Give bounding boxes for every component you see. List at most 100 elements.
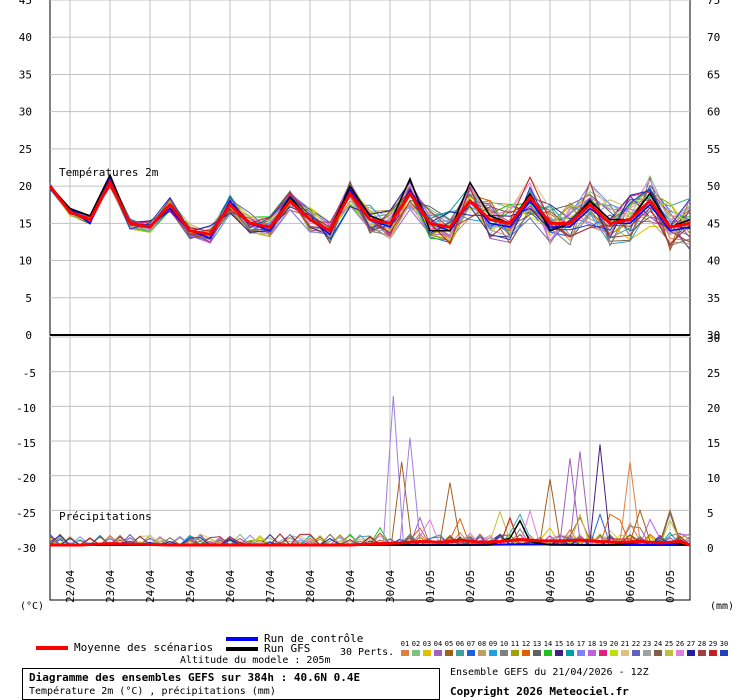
main-series <box>48 173 691 547</box>
precip-right-tick: 30 <box>707 332 720 345</box>
precip-left-tick: -20 <box>16 472 36 485</box>
pert-number: 21 <box>620 640 630 648</box>
pert-legend-29: 29 <box>708 640 718 660</box>
pert-swatch <box>709 650 717 656</box>
temp-left-tick: 0 <box>25 329 32 342</box>
pert-legend-16: 16 <box>565 640 575 660</box>
pert-swatch <box>489 650 497 656</box>
date-tick: 07/05 <box>664 570 677 603</box>
pert-number: 20 <box>609 640 619 648</box>
pert-number: 06 <box>455 640 465 648</box>
precip-right-tick: 10 <box>707 472 720 485</box>
precip-right-tick: 25 <box>707 367 720 380</box>
perturbation-legend: 01 02 03 04 05 06 07 08 09 10 11 12 13 14 15 16 17 18 19 20… <box>400 640 730 660</box>
precip-peak <box>539 479 561 543</box>
pert-swatch <box>522 650 530 656</box>
date-tick: 03/05 <box>504 570 517 603</box>
pert-swatch <box>511 650 519 656</box>
pert-number: 10 <box>499 640 509 648</box>
date-tick: 23/04 <box>104 570 117 603</box>
precipitation-frame <box>49 336 691 601</box>
date-tick: 01/05 <box>424 570 437 603</box>
legend-control: Run de contrôle <box>226 632 363 645</box>
pert-swatch <box>665 650 673 656</box>
pert-legend-28: 28 <box>697 640 707 660</box>
axis-labels: 45403530252015105075706560555045403530-5… <box>16 0 720 603</box>
pert-legend-30: 30 <box>719 640 729 660</box>
pert-legend-17: 17 <box>576 640 586 660</box>
pert-number: 15 <box>554 640 564 648</box>
pert-legend-14: 14 <box>543 640 553 660</box>
pert-swatch <box>566 650 574 656</box>
pert-number: 05 <box>444 640 454 648</box>
precip-peak <box>399 437 421 543</box>
precip-peak <box>382 395 404 543</box>
temp-right-tick: 40 <box>707 255 720 268</box>
date-tick: 30/04 <box>384 570 397 603</box>
pert-swatch <box>456 650 464 656</box>
pert-number: 14 <box>543 640 553 648</box>
pert-number: 30 <box>719 640 729 648</box>
pert-legend-08: 08 <box>477 640 487 660</box>
pert-swatch <box>676 650 684 656</box>
pert-swatch <box>720 650 728 656</box>
legend-mean-label: Moyenne des scénarios <box>74 641 214 654</box>
date-tick: 06/05 <box>624 570 637 603</box>
legend-gfs: Run GFS <box>226 642 310 655</box>
precip-peak <box>629 508 651 543</box>
pert-legend-01: 01 <box>400 640 410 660</box>
temp-member-30 <box>49 181 691 241</box>
pert-legend-03: 03 <box>422 640 432 660</box>
pert-number: 08 <box>477 640 487 648</box>
footer: Moyenne des scénarios Run de contrôle Ru… <box>0 630 740 700</box>
precip-left-tick: -25 <box>16 507 36 520</box>
pert-swatch <box>599 650 607 656</box>
date-tick: 05/05 <box>584 570 597 603</box>
pert-legend-22: 22 <box>631 640 641 660</box>
pert-swatch <box>478 650 486 656</box>
date-tick: 26/04 <box>224 570 237 603</box>
pert-number: 03 <box>422 640 432 648</box>
pert-number: 23 <box>642 640 652 648</box>
pert-swatch <box>654 650 662 656</box>
temp-right-tick: 35 <box>707 292 720 305</box>
legend-gfs-label: Run GFS <box>264 642 311 655</box>
precip-right-tick: 5 <box>707 507 714 520</box>
precip-mean-line <box>50 537 691 547</box>
right-unit-label: (mm) <box>710 601 734 612</box>
pert-number: 17 <box>576 640 586 648</box>
pert-number: 27 <box>686 640 696 648</box>
pert-swatch <box>698 650 706 656</box>
altitude-label: Altitude du modele : 205m <box>180 655 331 666</box>
legend-control-label: Run de contrôle <box>264 632 364 645</box>
precip-right-tick: 0 <box>707 542 714 555</box>
pert-number: 28 <box>697 640 707 648</box>
precip-left-tick: -5 <box>23 367 36 380</box>
pert-number: 24 <box>653 640 663 648</box>
pert-legend-10: 10 <box>499 640 509 660</box>
temp-left-tick: 10 <box>19 255 32 268</box>
precipitation-grid <box>49 336 691 601</box>
diagram-subtitle: Température 2m (°C) , précipitations (mm… <box>29 686 276 697</box>
pert-swatch <box>610 650 618 656</box>
pert-swatch <box>533 650 541 656</box>
pert-legend-09: 09 <box>488 640 498 660</box>
precip-peak <box>569 451 591 543</box>
pert-swatch <box>555 650 563 656</box>
pert-legend-07: 07 <box>466 640 476 660</box>
pert-swatch <box>544 650 552 656</box>
pert-legend-26: 26 <box>675 640 685 660</box>
pert-legend-23: 23 <box>642 640 652 660</box>
date-tick: 24/04 <box>144 570 157 603</box>
pert-number: 13 <box>532 640 542 648</box>
run-info: Ensemble GEFS du 21/04/2026 - 12Z <box>450 667 649 678</box>
temp-right-tick: 65 <box>707 68 720 81</box>
precip-peak <box>439 482 461 543</box>
precip-right-tick: 20 <box>707 402 720 415</box>
pert-swatch <box>621 650 629 656</box>
temp-right-tick: 70 <box>707 31 720 44</box>
temp-left-tick: 40 <box>19 31 32 44</box>
pert-number: 02 <box>411 640 421 648</box>
pert-swatch <box>423 650 431 656</box>
pert-number: 22 <box>631 640 641 648</box>
